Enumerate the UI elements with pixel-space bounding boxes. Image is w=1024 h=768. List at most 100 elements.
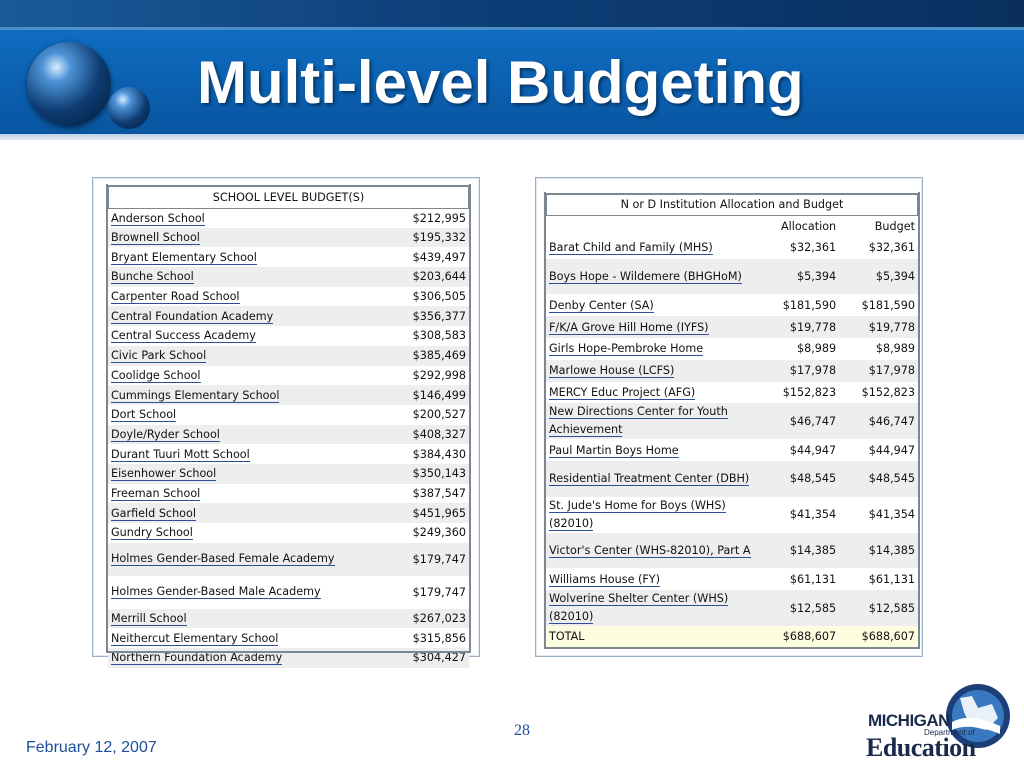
school-link[interactable]: Dort School — [111, 408, 177, 423]
table-row: MERCY Educ Project (AFG) $152,823 $152,823 — [546, 382, 918, 404]
school-amount-cell: $384,430 — [412, 447, 466, 461]
school-link[interactable]: Freeman School — [111, 486, 201, 501]
school-name-cell: Merrill School — [108, 608, 387, 629]
institution-link[interactable]: St. Jude's Home for Boys (WHS)(82010) — [549, 498, 726, 531]
institution-name-cell: Denby Center (SA) — [546, 294, 758, 316]
logo-department-text: Department of — [924, 728, 975, 737]
school-name-cell: Holmes Gender-Based Female Academy — [108, 542, 387, 576]
table-row: Dort School $200,527 — [108, 405, 469, 425]
school-link[interactable]: Cummings Elementary School — [111, 388, 280, 403]
budget-cell: $46,747 — [839, 403, 918, 440]
header-base — [0, 134, 1024, 140]
institution-link[interactable]: Boys Hope - Wildemere (BHGHoM) — [549, 269, 742, 284]
table-row: Carpenter Road School $306,505 — [108, 287, 469, 307]
institution-link[interactable]: Paul Martin Boys Home — [549, 443, 679, 458]
table-row: New Directions Center for Youth Achievem… — [546, 403, 918, 440]
institution-table-frame — [544, 192, 920, 649]
allocation-cell: $14,385 — [758, 532, 840, 569]
table-row: Barat Child and Family (MHS) $32,361 $32,3… — [546, 237, 918, 259]
allocation-cell: $44,947 — [789, 443, 837, 457]
school-name-cell: Holmes Gender-Based Male Academy — [108, 576, 387, 609]
institution-link[interactable]: F/K/A Grove Hill Home (IYFS) — [549, 320, 709, 335]
allocation-cell: $17,978 — [758, 359, 840, 382]
table-row: Girls Hope-Pembroke Home $8,989 $8,989 — [546, 338, 918, 360]
allocation-cell: $48,545 — [758, 461, 840, 497]
school-link[interactable]: Anderson School — [111, 211, 205, 226]
institution-name-cell: Wolverine Shelter Center (WHS)(82010) — [546, 590, 759, 627]
table-row: Cummings Elementary School $146,499 — [108, 385, 469, 405]
header-band — [0, 30, 1024, 134]
school-link[interactable]: Central Success Academy — [111, 329, 256, 344]
institution-link[interactable]: MERCY Educ Project (AFG) — [549, 385, 696, 400]
allocation-cell: $152,823 — [782, 385, 837, 399]
total-allocation-cell: $688,607 — [758, 626, 840, 648]
table-row: Eisenhower School $350,143 — [108, 463, 469, 484]
institution-link[interactable]: Victor's Center (WHS-82010), Part A — [549, 543, 751, 558]
school-amount-cell: $146,499 — [387, 385, 469, 405]
institution-link[interactable]: Wolverine Shelter Center (WHS)(82010) — [549, 592, 729, 625]
school-link[interactable]: Neithercut Elementary School — [111, 631, 279, 646]
total-row: TOTAL $688,607 $688,607 — [546, 626, 918, 648]
school-link[interactable]: Brownell School — [111, 231, 200, 246]
school-name-cell: Anderson School — [108, 208, 387, 228]
school-amount-cell: $179,747 — [387, 542, 469, 576]
institution-link[interactable]: Barat Child and Family (MHS) — [549, 241, 713, 256]
allocation-cell: $32,361 — [789, 241, 837, 255]
school-link[interactable]: Holmes Gender-Based Female Academy — [111, 552, 335, 567]
institution-name-cell: Victor's Center (WHS-82010), Part A — [546, 532, 759, 569]
institution-link[interactable]: Marlowe House (LCFS) — [549, 364, 675, 379]
allocation-cell: $181,590 — [782, 298, 837, 312]
school-amount-cell: $292,998 — [412, 368, 466, 382]
table-row: Holmes Gender-Based Female Academy $179,7… — [108, 542, 469, 576]
school-link[interactable]: Gundry School — [111, 526, 193, 541]
institution-link[interactable]: Girls Hope-Pembroke Home — [549, 342, 704, 357]
institution-name-cell: St. Jude's Home for Boys (WHS)(82010) — [546, 497, 758, 533]
school-link[interactable]: Carpenter Road School — [111, 290, 240, 305]
column-header-blank — [546, 215, 759, 237]
school-table-header: SCHOOL LEVEL BUDGET(S) — [107, 185, 470, 209]
school-link[interactable]: Eisenhower School — [111, 467, 217, 482]
institution-name-cell: Girls Hope-Pembroke Home — [546, 338, 758, 360]
footer-date: February 12, 2007 — [26, 739, 157, 756]
budget-cell: $152,823 — [861, 385, 915, 399]
school-link[interactable]: Durant Tuuri Mott School — [111, 447, 250, 462]
institution-link[interactable]: Williams House (FY) — [549, 572, 661, 587]
allocation-cell: $19,778 — [758, 316, 840, 338]
table-row: Denby Center (SA) $181,590 $181,590 — [546, 294, 918, 316]
school-link[interactable]: Coolidge School — [111, 368, 201, 383]
budget-cell: $5,394 — [839, 258, 918, 295]
table-row: Residential Treatment Center (DBH) $48,54… — [546, 461, 918, 497]
budget-cell: $17,978 — [839, 359, 918, 382]
school-amount-cell: $212,995 — [412, 211, 466, 225]
institution-link[interactable]: New Directions Center for Youth Achievem… — [549, 405, 728, 438]
school-link[interactable]: Bryant Elementary School — [111, 250, 257, 265]
page-number: 28 — [514, 722, 530, 739]
school-amount-cell: $200,527 — [412, 408, 466, 422]
school-link[interactable]: Bunche School — [111, 270, 194, 285]
institution-name-cell: Boys Hope - Wildemere (BHGHoM) — [546, 258, 759, 295]
institution-name-cell: Marlowe House (LCFS) — [546, 359, 759, 382]
school-amount-cell: $387,547 — [412, 486, 466, 500]
allocation-cell: $41,354 — [789, 508, 837, 522]
institution-link[interactable]: Denby Center (SA) — [549, 298, 654, 313]
school-amount-cell: $408,327 — [387, 424, 469, 445]
school-name-cell: Neithercut Elementary School — [108, 628, 387, 648]
school-amount-cell: $350,143 — [387, 463, 469, 484]
institution-link[interactable]: Residential Treatment Center (DBH) — [549, 471, 750, 486]
school-link[interactable]: Holmes Gender-Based Male Academy — [111, 585, 321, 600]
institution-name-cell: Barat Child and Family (MHS) — [546, 237, 758, 259]
school-amount-cell: $306,505 — [412, 290, 466, 304]
school-link[interactable]: Doyle/Ryder School — [111, 427, 220, 442]
school-link[interactable]: Civic Park School — [111, 349, 207, 364]
allocation-column-header: Allocation — [758, 215, 840, 237]
school-name-cell: Civic Park School — [108, 345, 387, 366]
budget-cell: $48,545 — [839, 461, 918, 497]
top-strip-edge — [0, 27, 1024, 30]
school-link[interactable]: Central Foundation Academy — [111, 309, 274, 324]
school-link[interactable]: Garfield School — [111, 506, 196, 521]
table-row: Durant Tuuri Mott School $384,430 — [108, 444, 469, 464]
institution-name-cell: Williams House (FY) — [546, 568, 758, 590]
school-link[interactable]: Merrill School — [111, 612, 187, 627]
school-link[interactable]: Northern Foundation Academy — [111, 651, 283, 666]
allocation-cell: $12,585 — [758, 590, 840, 627]
